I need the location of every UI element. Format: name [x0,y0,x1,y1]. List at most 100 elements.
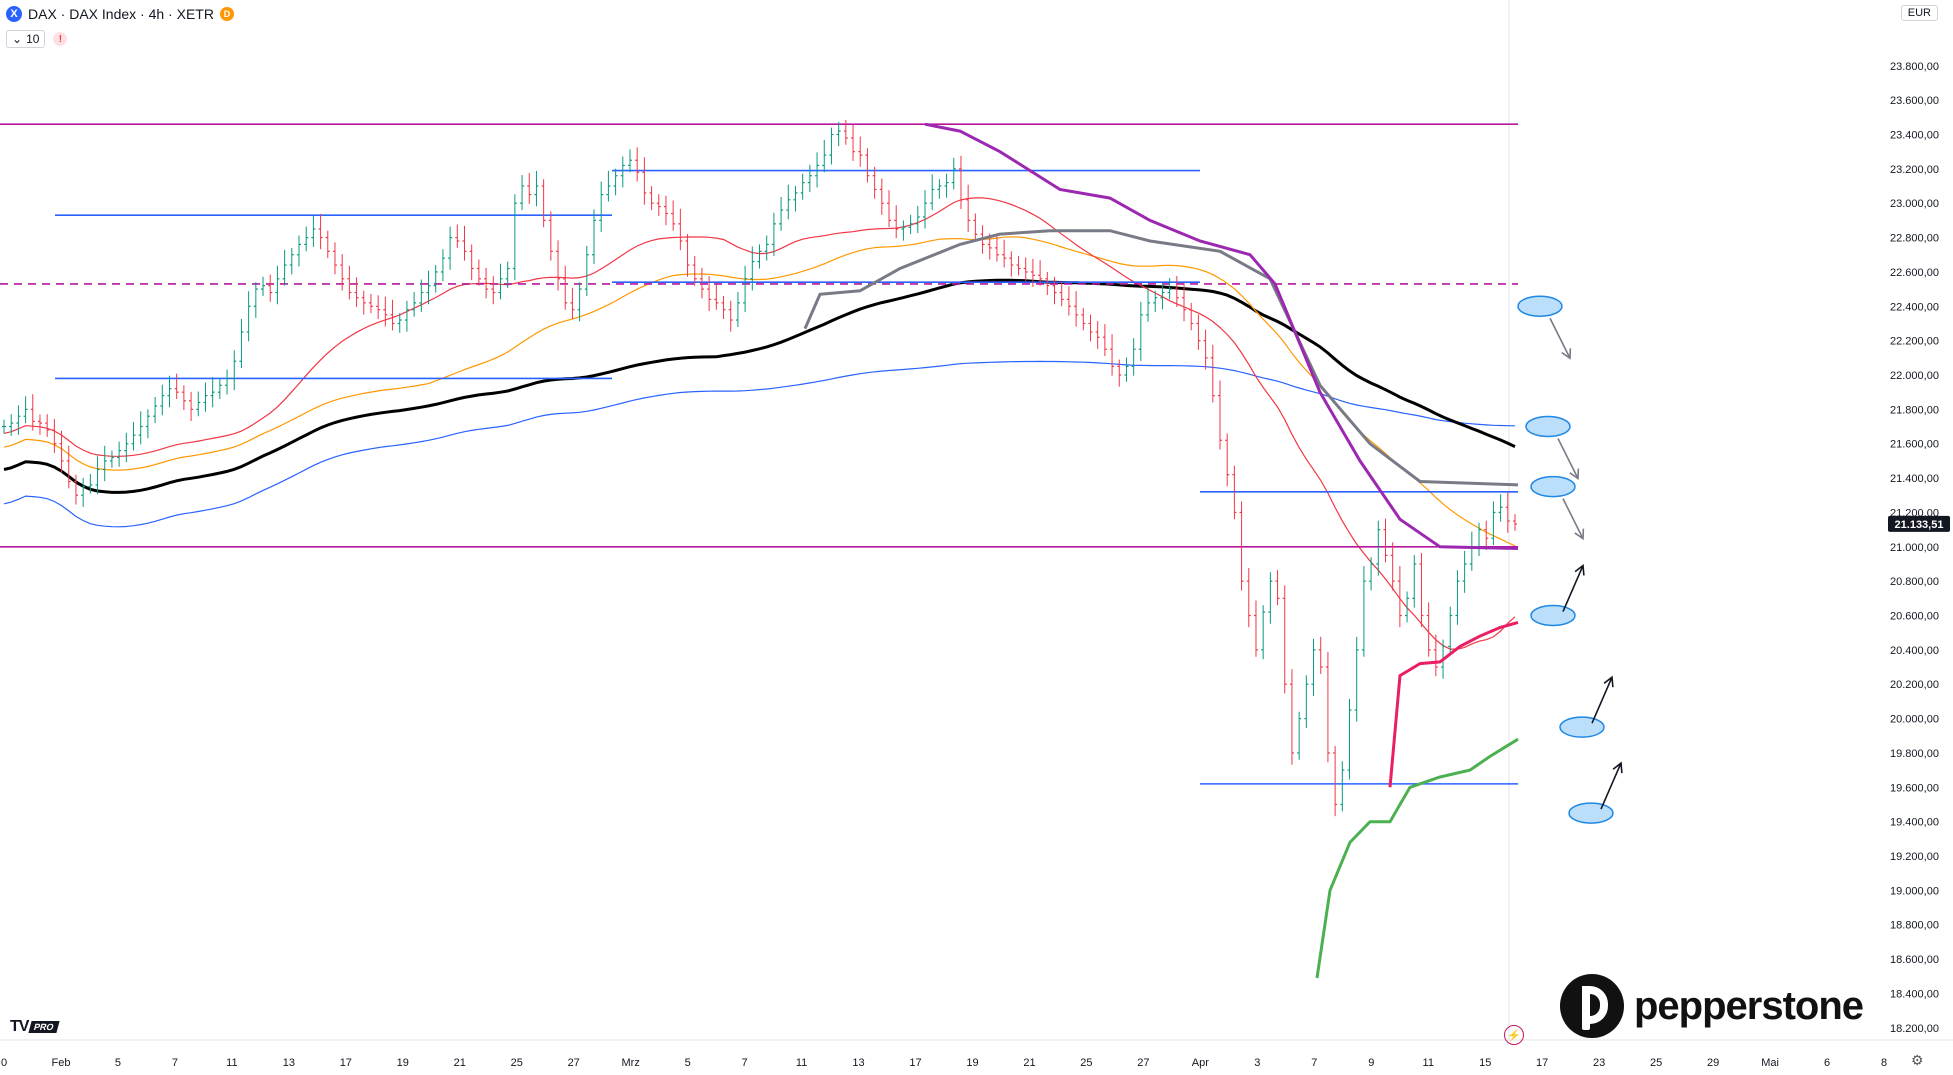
y-tick-label: 19.200,00 [1890,851,1939,863]
crimson-trend-line [1388,620,1519,788]
gray-trend-line [803,229,1519,487]
y-tick-label: 21.000,00 [1890,542,1939,554]
y-tick-label: 18.800,00 [1890,920,1939,932]
up-arrow-icon [1591,676,1613,724]
y-tick-label: 19.000,00 [1890,885,1939,897]
y-tick-label: 20.200,00 [1890,679,1939,691]
x-tick-label: 6 [1824,1057,1830,1069]
x-tick-label: 19 [397,1057,409,1069]
x-tick-label: 29 [1707,1057,1719,1069]
x-tick-label: 5 [115,1057,121,1069]
x-tick-label: Mai [1761,1057,1779,1069]
x-tick-label: 7 [1311,1057,1317,1069]
x-tick-label: 21 [454,1057,466,1069]
pepperstone-mark-icon [1560,974,1624,1038]
pro-badge: PRO [28,1021,60,1033]
tradingview-logo[interactable]: TV PRO [10,1018,60,1036]
y-tick-label: 22.000,00 [1890,370,1939,382]
x-tick-label: 5 [685,1057,691,1069]
tv-logo-text: TV [10,1018,29,1035]
annotation-ellipse [1530,475,1576,498]
pepperstone-wordmark: pepperstone [1634,983,1864,1028]
x-tick-label: 13 [852,1057,864,1069]
x-tick-label: 27 [1137,1057,1149,1069]
currency-button[interactable]: EUR [1900,5,1938,21]
y-tick-label: 20.600,00 [1890,611,1939,623]
x-tick-label: 27 [568,1057,580,1069]
annotation-ellipse [1517,295,1563,318]
x-tick-label: 8 [1881,1057,1887,1069]
y-tick-label: 19.800,00 [1890,748,1939,760]
y-tick-label: 21.800,00 [1890,404,1939,416]
x-tick-label: 17 [1536,1057,1548,1069]
chevron-down-icon: ⌄ [12,32,23,46]
y-tick-label: 19.600,00 [1890,782,1939,794]
chart-header: X DAX · DAX Index · 4h · XETR D [6,6,234,22]
x-tick-label: 13 [283,1057,295,1069]
arrow-head [1574,563,1585,576]
green-trend-line [1315,737,1519,979]
indicator-count: 10 [26,32,40,46]
up-arrow-icon [1562,565,1584,612]
y-tick-label: 18.400,00 [1890,988,1939,1000]
x-tick-label: 25 [511,1057,523,1069]
annotation-ellipse [1559,716,1605,738]
gear-icon[interactable]: ⚙ [1911,1052,1924,1068]
y-tick-label: 22.600,00 [1890,267,1939,279]
x-tick-label: 11 [1423,1057,1434,1069]
y-tick-label: 22.400,00 [1890,301,1939,313]
x-tick-label: Feb [51,1057,70,1069]
x-tick-label: 25 [1650,1057,1662,1069]
ma-orange-line [3,236,1516,547]
indicators-toggle[interactable]: ⌄ 10 [6,30,46,48]
y-tick-label: 23.600,00 [1890,95,1939,107]
y-tick-label: 22.200,00 [1890,336,1939,348]
x-tick-label: 21 [1023,1057,1035,1069]
purple-trend-line [924,122,1519,550]
warning-icon[interactable]: ! [53,32,68,46]
arrow-head [1574,528,1585,541]
annotation-ellipse [1525,415,1571,438]
pepperstone-logo: pepperstone [1560,974,1864,1038]
y-tick-label: 21.600,00 [1890,439,1939,451]
data-badge[interactable]: D [219,7,234,21]
y-tick-label: 23.000,00 [1890,198,1939,210]
y-tick-label: 18.600,00 [1890,954,1939,966]
down-arrow-icon [1549,317,1571,359]
ma-blue-line [3,360,1516,528]
symbol-icon[interactable]: X [6,6,22,22]
x-tick-label: Apr [1192,1057,1209,1069]
last-price-box [1888,515,1950,532]
x-tick-label: 25 [1080,1057,1092,1069]
x-tick-label: 9 [1368,1057,1374,1069]
lightning-icon[interactable]: ⚡ [1504,1025,1524,1045]
arrow-head [1561,348,1572,360]
y-tick-label: 22.800,00 [1890,233,1939,245]
annotation-ellipse [1568,802,1614,824]
x-tick-label: 0 [1,1057,7,1069]
y-tick-label: 18.200,00 [1890,1023,1939,1035]
down-arrow-icon [1557,438,1579,479]
x-tick-label: 19 [966,1057,978,1069]
y-tick-label: 23.800,00 [1890,61,1939,73]
symbol-title[interactable]: DAX · DAX Index · 4h · XETR [28,6,214,22]
arrow-head [1612,761,1623,774]
x-tick-label: 17 [340,1057,352,1069]
annotation-ellipse [1530,604,1576,627]
x-tick-label: 11 [226,1057,237,1069]
x-tick-label: 7 [742,1057,748,1069]
arrow-head [1569,468,1580,481]
y-tick-label: 21.400,00 [1890,473,1939,485]
x-tick-label: 11 [796,1057,807,1069]
up-arrow-icon [1600,762,1622,810]
ma-black-line [3,278,1516,494]
x-tick-label: 23 [1593,1057,1605,1069]
y-tick-label: 19.400,00 [1890,817,1939,829]
y-tick-label: 20.000,00 [1890,714,1939,726]
x-tick-label: Mrz [622,1057,640,1069]
last-price-label: 21.133,51 [1895,519,1944,531]
y-tick-label: 20.400,00 [1890,645,1939,657]
y-tick-label: 23.200,00 [1890,164,1939,176]
